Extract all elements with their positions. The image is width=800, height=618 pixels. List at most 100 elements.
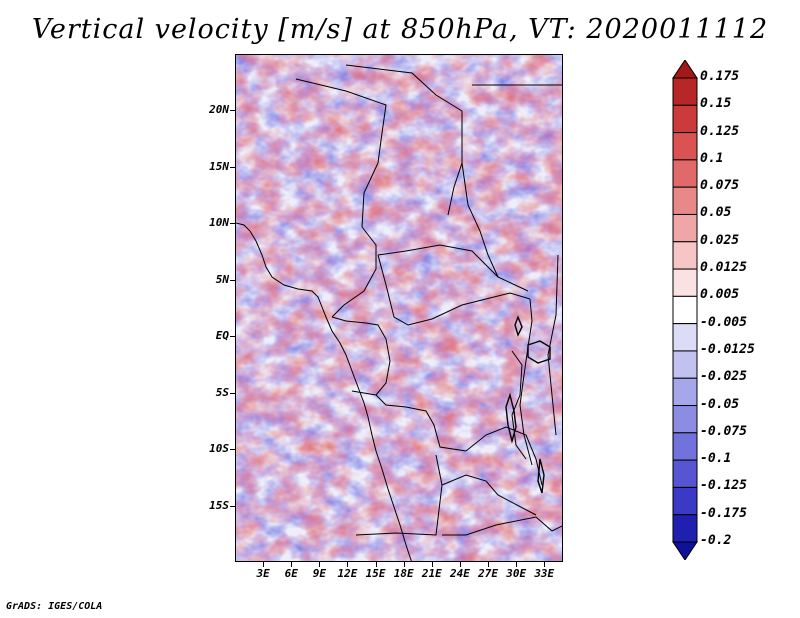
political-boundaries: [236, 64, 562, 561]
colorbar-label: -0.005: [700, 314, 747, 330]
border-namibia: [355, 484, 443, 536]
border-east-frame: [547, 254, 559, 436]
lat-label: 15N: [209, 159, 229, 173]
border-gabon-congo: [331, 316, 391, 396]
colorbar-label: 0.005: [700, 287, 740, 303]
map-plot-area: [235, 54, 563, 562]
lake-malawi: [537, 458, 545, 494]
colorbar-label: 0.175: [700, 69, 740, 84]
border-south-east: [442, 516, 562, 536]
colorbar-swatch: [672, 377, 698, 407]
lat-label: 10S: [209, 442, 229, 456]
lat-tick: [230, 505, 235, 507]
colorbar-swatch: [672, 77, 698, 106]
colorbar: [672, 60, 698, 560]
colorbar-label: -0.05: [700, 396, 740, 412]
colorbar-label: 0.05: [700, 205, 732, 221]
lon-label: 6E: [284, 567, 298, 580]
colorbar-label: 0.15: [700, 96, 732, 112]
colorbar-label: -0.125: [700, 478, 747, 494]
lon-tick: [291, 562, 293, 567]
lon-label: 24E: [449, 567, 470, 580]
chart-title: Vertical velocity [m/s] at 850hPa, VT: 2…: [31, 14, 769, 45]
lat-tick: [230, 279, 235, 281]
lon-tick: [516, 562, 518, 567]
border-cameroon: [331, 226, 377, 318]
lon-tick: [544, 562, 546, 567]
lon-tick: [375, 562, 377, 567]
colorbar-swatch: [672, 241, 698, 270]
border-drc-north: [377, 254, 531, 326]
colorbar-swatch: [672, 268, 698, 297]
lon-tick: [459, 562, 461, 567]
lon-tick: [431, 562, 433, 567]
border-east-lakes: [511, 350, 527, 460]
lon-label: 33E: [534, 567, 555, 580]
border-chad-sudan: [461, 162, 529, 292]
colorbar-swatch: [672, 132, 698, 161]
velocity-field-map: [236, 55, 562, 561]
lat-tick: [230, 223, 235, 225]
border-drc-east: [519, 298, 533, 466]
colorbar-swatch: [672, 486, 698, 516]
colorbar-label: -0.2: [700, 533, 732, 548]
lon-label: 30E: [506, 567, 527, 580]
colorbar-label: 0.075: [700, 178, 740, 194]
colorbar-swatch: [672, 514, 698, 543]
colorbar-swatch: [672, 459, 698, 488]
colorbar-label: 0.0125: [700, 260, 747, 276]
lon-label: 18E: [393, 567, 414, 580]
colorbar-swatch: [672, 159, 698, 188]
colorbar-label: -0.075: [700, 423, 747, 439]
lat-tick: [230, 449, 235, 451]
lat-label: 5N: [215, 272, 229, 286]
lon-label: 21E: [421, 567, 442, 580]
colorbar-label: 0.1: [700, 150, 724, 166]
lat-label: EQ: [215, 329, 229, 343]
lat-tick: [230, 166, 235, 168]
colorbar-swatch: [672, 186, 698, 215]
lat-tick: [230, 336, 235, 338]
colorbar-label: -0.1: [700, 451, 732, 467]
lon-label: 12E: [337, 567, 358, 580]
colorbar-swatch: [672, 213, 698, 243]
lon-label: 3E: [256, 567, 270, 580]
colorbar-swatch: [672, 405, 698, 434]
colorbar-label: 0.025: [700, 232, 740, 248]
lon-tick: [488, 562, 490, 567]
border-north-2: [345, 64, 463, 216]
lat-tick: [230, 110, 235, 112]
colorbar-bottom-arrow: [672, 541, 698, 560]
west-africa-coastline: [236, 222, 412, 561]
lon-label: 15E: [365, 567, 386, 580]
lakes: [505, 315, 551, 494]
border-north-1: [295, 78, 387, 228]
colorbar-swatch: [672, 432, 698, 461]
lon-tick: [263, 562, 265, 567]
border-angola-south: [435, 454, 537, 516]
lat-label: 15S: [209, 498, 229, 512]
lon-tick: [347, 562, 349, 567]
lat-label: 10N: [209, 216, 229, 230]
lon-label: 27E: [478, 567, 498, 580]
colorbar-top-arrow: [672, 60, 698, 79]
lon-label: 9E: [312, 567, 326, 580]
lake-victoria: [527, 340, 551, 364]
colorbar-label: -0.175: [700, 505, 747, 521]
border-car: [377, 244, 499, 278]
grads-credit: GrADS: IGES/COLA: [6, 601, 103, 612]
colorbar-label: -0.0125: [700, 341, 755, 357]
colorbar-label: 0.125: [700, 123, 740, 139]
colorbar-swatch: [672, 350, 698, 379]
lat-tick: [230, 392, 235, 394]
border-zambia: [465, 426, 543, 486]
velocity-texture: [236, 55, 562, 561]
border-angola-north: [351, 390, 467, 452]
lake-albert: [514, 315, 523, 337]
lon-tick: [403, 562, 405, 567]
colorbar-swatch: [672, 323, 698, 352]
lat-label: 5S: [215, 385, 229, 399]
lat-label: 20N: [209, 103, 229, 117]
colorbar-swatch: [672, 295, 698, 325]
colorbar-swatch: [672, 104, 698, 134]
